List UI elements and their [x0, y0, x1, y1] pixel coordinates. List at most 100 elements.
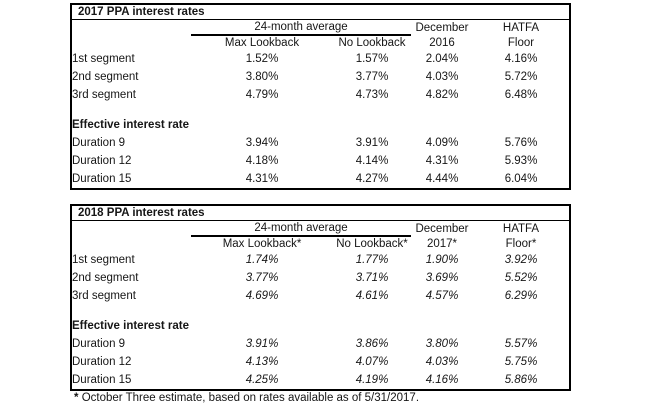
value-max-lookback: 4.25% — [245, 374, 279, 386]
row-label: Duration 15 — [72, 374, 132, 386]
value-hatfa-floor: 5.86% — [504, 374, 538, 386]
column-header-floor: Floor — [507, 36, 535, 49]
section-label-effective-interest-rate: Effective interest rate — [72, 119, 189, 131]
value-max-lookback: 4.69% — [245, 290, 279, 302]
value-max-lookback: 1.52% — [245, 53, 279, 65]
value-max-lookback: 4.13% — [245, 356, 279, 368]
footnote-marker: * — [74, 392, 79, 404]
row-duration-15: Duration 15 4.25% 4.19% 4.16% 5.86% — [72, 371, 569, 389]
column-header-no-lookback: No Lookback — [338, 37, 406, 49]
row-1st-segment: 1st segment 1.74% 1.77% 1.90% 3.92% — [72, 251, 569, 269]
row-label: Duration 9 — [72, 137, 126, 149]
value-december: 2.04% — [425, 53, 459, 65]
header-row-columns: Max Lookback No Lookback 2016 Floor — [72, 35, 569, 50]
column-header-max-lookback: Max Lookback — [224, 37, 300, 49]
value-no-lookback: 3.71% — [355, 272, 389, 284]
rates-table-2017: 24-month average December HATFA Max Look… — [72, 20, 569, 188]
table-title: 2018 PPA interest rates — [72, 206, 569, 221]
value-hatfa-floor: 5.93% — [504, 155, 538, 167]
column-header-december: December — [415, 22, 469, 34]
spacer-row — [72, 104, 569, 116]
value-december: 1.90% — [425, 254, 459, 266]
footnote: * October Three estimate, based on rates… — [74, 392, 419, 404]
row-1st-segment: 1st segment 1.52% 1.57% 2.04% 4.16% — [72, 50, 569, 68]
value-hatfa-floor: 5.76% — [504, 137, 538, 149]
value-no-lookback: 4.61% — [355, 290, 389, 302]
value-no-lookback: 3.91% — [355, 137, 389, 149]
row-label: 2nd segment — [72, 71, 139, 83]
value-december: 4.31% — [425, 155, 459, 167]
row-label: Duration 12 — [72, 155, 132, 167]
value-no-lookback: 1.57% — [355, 53, 389, 65]
value-no-lookback: 4.14% — [355, 155, 389, 167]
value-december: 4.82% — [425, 89, 459, 101]
column-header-max-lookback: Max Lookback* — [222, 238, 302, 250]
header-row-group: 24-month average December HATFA — [72, 20, 569, 36]
row-label: 3rd segment — [72, 89, 136, 101]
row-3rd-segment: 3rd segment 4.79% 4.73% 4.82% 6.48% — [72, 86, 569, 104]
ppa-table-2018: 2018 PPA interest rates 24-month average… — [70, 204, 571, 391]
group-header-24-month-average: 24-month average — [191, 20, 411, 36]
row-2nd-segment: 2nd segment 3.80% 3.77% 4.03% 5.72% — [72, 68, 569, 86]
column-header-hatfa: HATFA — [502, 223, 540, 235]
value-december: 3.80% — [425, 338, 459, 350]
value-december: 4.03% — [425, 71, 459, 83]
value-max-lookback: 1.74% — [245, 254, 279, 266]
row-duration-15: Duration 15 4.31% 4.27% 4.44% 6.04% — [72, 170, 569, 188]
value-max-lookback: 3.91% — [245, 338, 279, 350]
header-row-group: 24-month average December HATFA — [72, 221, 569, 237]
value-max-lookback: 4.79% — [245, 89, 279, 101]
row-duration-12: Duration 12 4.18% 4.14% 4.31% 5.93% — [72, 152, 569, 170]
footnote-text: October Three estimate, based on rates a… — [81, 392, 420, 404]
value-hatfa-floor: 6.04% — [504, 173, 538, 185]
column-header-floor: Floor* — [505, 237, 537, 250]
column-header-year: 2017* — [426, 237, 458, 250]
value-december: 4.57% — [425, 290, 459, 302]
value-no-lookback: 1.77% — [355, 254, 389, 266]
value-december: 4.16% — [425, 374, 459, 386]
header-spacer — [72, 35, 191, 50]
value-no-lookback: 4.19% — [355, 374, 389, 386]
value-hatfa-floor: 5.72% — [504, 71, 538, 83]
section-row-effective-interest-rate: Effective interest rate — [72, 317, 569, 335]
row-label: 1st segment — [72, 53, 135, 65]
column-header-year: 2016 — [429, 36, 455, 49]
header-spacer — [72, 20, 191, 35]
row-2nd-segment: 2nd segment 3.77% 3.71% 3.69% 5.52% — [72, 269, 569, 287]
table-title: 2017 PPA interest rates — [72, 5, 569, 20]
row-label: Duration 9 — [72, 338, 126, 350]
value-no-lookback: 3.77% — [355, 71, 389, 83]
row-label: 3rd segment — [72, 290, 136, 302]
value-december: 4.44% — [425, 173, 459, 185]
value-hatfa-floor: 5.75% — [504, 356, 538, 368]
value-no-lookback: 4.07% — [355, 356, 389, 368]
row-duration-12: Duration 12 4.13% 4.07% 4.03% 5.75% — [72, 353, 569, 371]
value-no-lookback: 3.86% — [355, 338, 389, 350]
value-december: 3.69% — [425, 272, 459, 284]
section-label-effective-interest-rate: Effective interest rate — [72, 320, 189, 332]
ppa-table-2017: 2017 PPA interest rates 24-month average… — [70, 3, 571, 190]
column-header-hatfa: HATFA — [502, 22, 540, 34]
value-max-lookback: 4.18% — [245, 155, 279, 167]
group-header-24-month-average: 24-month average — [191, 221, 411, 237]
value-hatfa-floor: 5.52% — [504, 272, 538, 284]
header-spacer — [72, 221, 191, 236]
value-december: 4.09% — [425, 137, 459, 149]
header-row-columns: Max Lookback* No Lookback* 2017* Floor* — [72, 236, 569, 251]
value-max-lookback: 3.77% — [245, 272, 279, 284]
value-no-lookback: 4.27% — [355, 173, 389, 185]
value-no-lookback: 4.73% — [355, 89, 389, 101]
header-spacer — [72, 236, 191, 251]
value-hatfa-floor: 3.92% — [504, 254, 538, 266]
row-label: Duration 12 — [72, 356, 132, 368]
value-max-lookback: 3.80% — [245, 71, 279, 83]
row-label: Duration 15 — [72, 173, 132, 185]
column-header-no-lookback: No Lookback* — [336, 238, 408, 250]
row-label: 1st segment — [72, 254, 135, 266]
value-max-lookback: 3.94% — [245, 137, 279, 149]
spacer-row — [72, 305, 569, 317]
value-max-lookback: 4.31% — [245, 173, 279, 185]
spacer-cell — [72, 305, 569, 317]
column-header-december: December — [415, 223, 469, 235]
